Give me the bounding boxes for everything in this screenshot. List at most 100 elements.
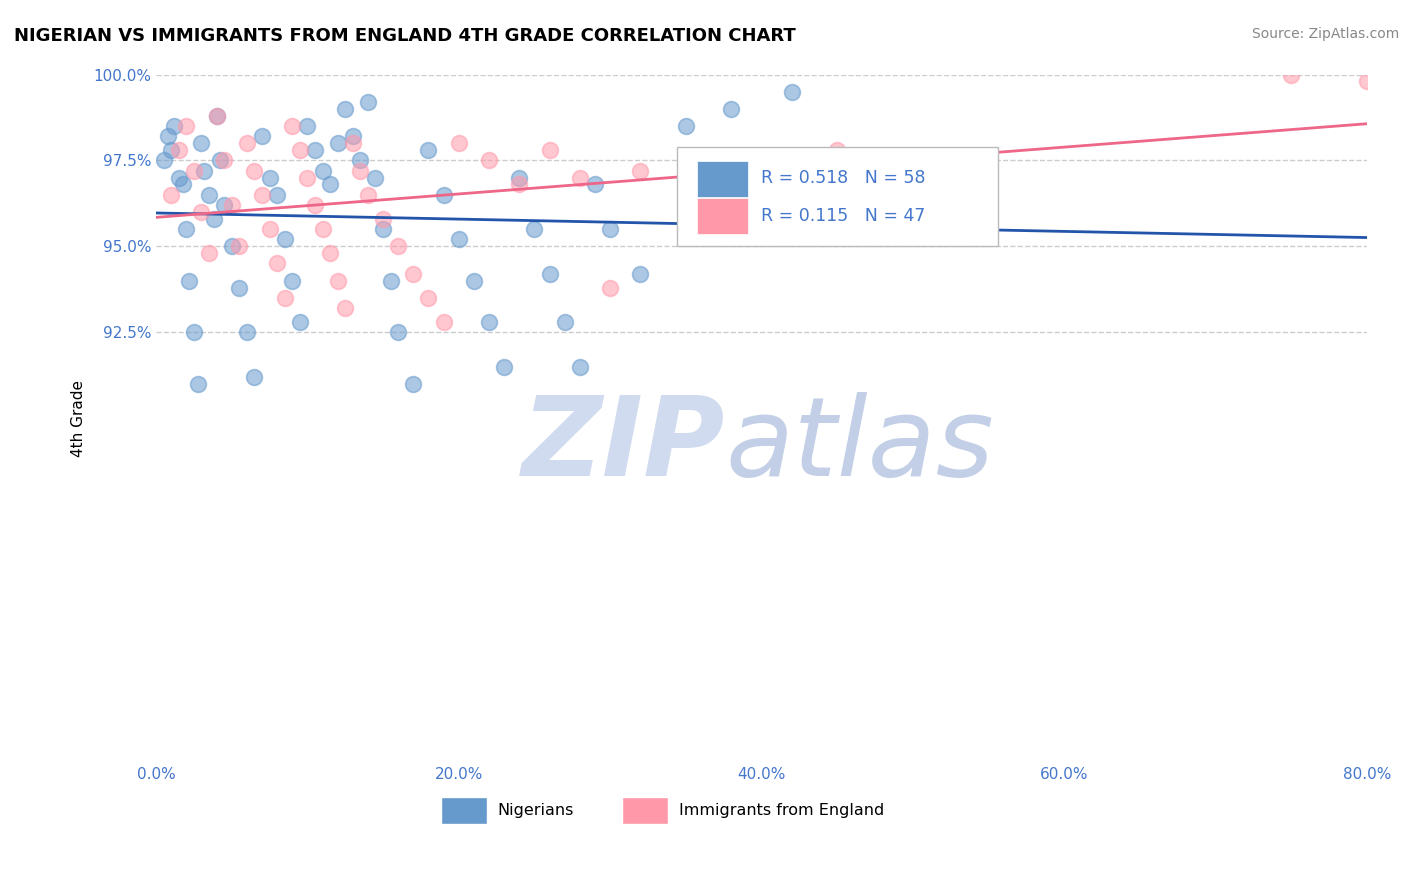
Point [447,136,470,151]
Point [508,178,530,192]
Point [538,267,561,281]
Point [583,178,606,192]
Point [212,198,235,212]
Text: R = 0.518   N = 58: R = 0.518 N = 58 [762,169,927,187]
FancyBboxPatch shape [676,146,997,246]
Point [357,95,380,109]
Point [326,274,349,288]
Point [568,170,591,185]
Point [311,222,333,236]
Point [342,129,364,144]
Point [720,198,742,212]
Point [259,170,281,185]
Point [508,170,530,185]
Point [478,315,501,329]
Point [463,274,485,288]
Point [523,222,546,236]
Point [250,187,273,202]
Point [160,187,183,202]
Point [675,153,697,168]
Point [538,143,561,157]
Point [221,239,243,253]
Point [780,85,803,99]
Point [273,291,295,305]
Point [349,153,371,168]
Point [198,187,221,202]
Point [176,222,198,236]
Point [266,187,288,202]
Point [599,222,621,236]
Point [243,369,266,384]
Point [250,129,273,144]
Point [304,198,326,212]
Text: ZIP: ZIP [522,392,725,500]
Point [342,136,364,151]
Point [273,232,295,246]
Point [371,222,394,236]
Point [349,163,371,178]
Point [901,153,924,168]
Point [402,376,425,391]
Point [675,119,697,133]
Point [1355,74,1378,88]
Point [176,119,198,133]
Point [167,143,190,157]
Point [228,239,250,253]
Point [402,267,425,281]
Point [720,102,742,116]
Y-axis label: 4th Grade: 4th Grade [72,380,86,457]
Point [311,163,333,178]
Point [266,256,288,270]
Point [183,163,205,178]
Point [554,315,576,329]
Point [433,315,456,329]
Point [297,119,319,133]
Point [357,187,380,202]
Point [387,239,409,253]
Text: Immigrants from England: Immigrants from England [679,803,884,818]
Point [319,178,342,192]
Point [387,325,409,339]
Point [281,119,304,133]
Text: atlas: atlas [725,392,994,500]
Point [418,143,440,157]
Point [187,376,209,391]
Point [628,267,651,281]
Point [212,153,235,168]
Point [568,359,591,374]
Bar [440,797,486,823]
Point [243,163,266,178]
Bar [697,198,748,234]
Point [478,153,501,168]
Point [160,143,183,157]
Point [198,246,221,260]
Point [205,109,228,123]
Point [297,170,319,185]
Point [335,102,357,116]
Point [202,211,225,226]
Point [1279,68,1302,82]
Text: R = 0.115   N = 47: R = 0.115 N = 47 [762,207,925,225]
Point [193,163,215,178]
Point [228,280,250,294]
Point [179,274,201,288]
Point [304,143,326,157]
Text: Source: ZipAtlas.com: Source: ZipAtlas.com [1251,27,1399,41]
Point [288,315,311,329]
Point [221,198,243,212]
Point [364,170,387,185]
Point [163,119,186,133]
Point [259,222,281,236]
Point [447,232,470,246]
Point [205,109,228,123]
Point [628,163,651,178]
Point [152,153,174,168]
Point [167,170,190,185]
Point [825,143,848,157]
Point [599,280,621,294]
Point [190,136,212,151]
Point [172,178,194,192]
Point [371,211,394,226]
Point [236,136,259,151]
Point [208,153,231,168]
